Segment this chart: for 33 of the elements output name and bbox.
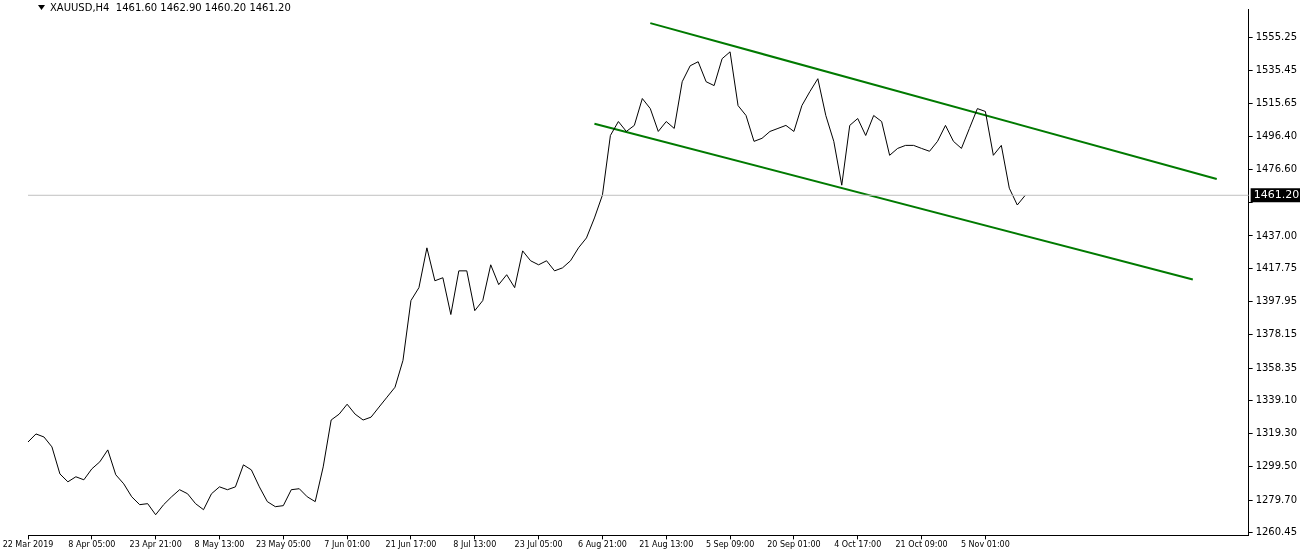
y-tick-label: 1476.60 [1255, 163, 1298, 174]
y-tick-label: 1417.75 [1255, 261, 1298, 273]
ref-line-label: 1461.20 [1253, 188, 1300, 202]
x-tick-label: 21 Oct 09:00 [895, 540, 948, 550]
x-tick-label: 6 Aug 21:00 [577, 540, 627, 550]
y-tick-label: 1555.25 [1255, 30, 1298, 42]
y-tick-label: 1378.15 [1255, 328, 1298, 340]
x-tick-label: 21 Aug 13:00 [639, 540, 694, 550]
y-tick-label: 1299.50 [1255, 460, 1298, 472]
x-tick-label: 5 Nov 01:00 [960, 540, 1010, 550]
chart-title: XAUUSD,H4 1461.60 1462.90 1460.20 1461.20 [50, 2, 291, 13]
x-tick-label: 21 Jun 17:00 [385, 540, 437, 550]
x-tick-label: 22 Mar 2019 [2, 540, 54, 550]
x-tick-label: 23 Apr 21:00 [129, 540, 182, 550]
x-tick-label: 5 Sep 09:00 [705, 540, 755, 550]
x-tick-label: 8 May 13:00 [194, 540, 245, 550]
y-tick-label: 1279.70 [1255, 493, 1298, 505]
y-tick-label: 1397.95 [1255, 295, 1298, 307]
x-tick-label: 7 Jun 01:00 [324, 540, 370, 550]
y-tick-label: 1437.00 [1255, 229, 1298, 241]
x-tick-label: 4 Oct 17:00 [834, 540, 882, 550]
y-tick-label: 1535.45 [1255, 64, 1298, 76]
x-tick-label: 23 May 05:00 [255, 540, 311, 550]
x-tick-label: 23 Jul 05:00 [514, 540, 563, 550]
y-tick-label: 1319.30 [1255, 427, 1298, 439]
x-tick-label: 8 Jul 13:00 [453, 540, 497, 550]
y-tick-label: 1358.35 [1255, 361, 1298, 373]
y-tick-label: 1496.40 [1255, 129, 1298, 141]
y-tick-label: 1260.45 [1255, 526, 1298, 538]
x-tick-label: 8 Apr 05:00 [68, 540, 116, 550]
x-tick-label: 20 Sep 01:00 [767, 540, 821, 550]
y-tick-label: 1339.10 [1255, 393, 1298, 405]
y-tick-label: 1515.65 [1255, 97, 1298, 109]
